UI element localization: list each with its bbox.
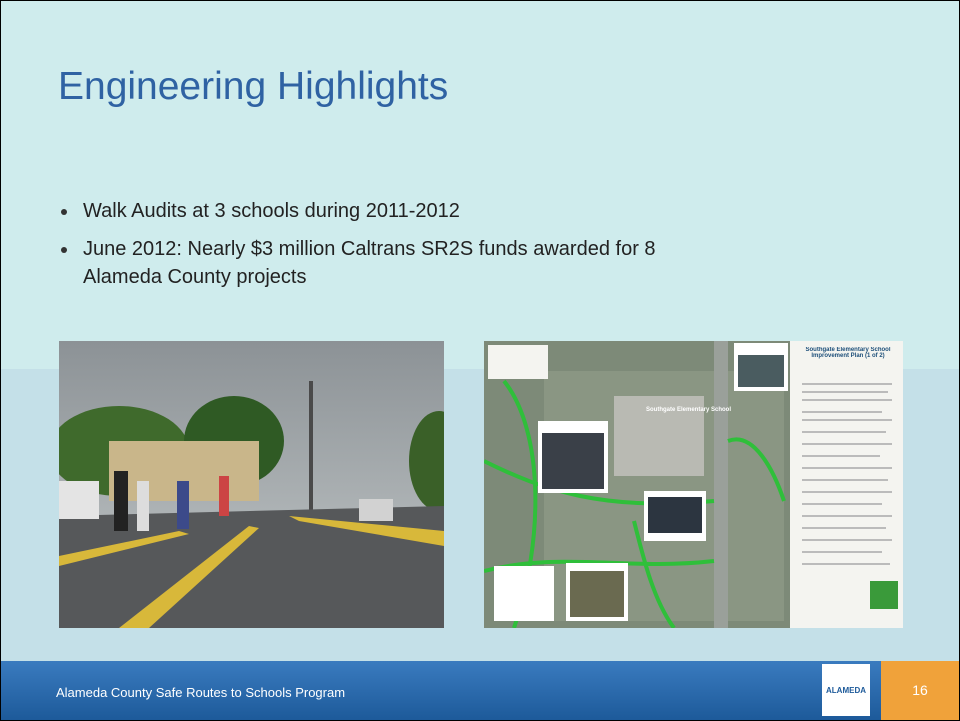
bullet-list: Walk Audits at 3 schools during 2011-201… (59, 197, 699, 301)
slide-title: Engineering Highlights (58, 65, 449, 108)
bullet: June 2012: Nearly $3 million Caltrans SR… (59, 235, 699, 291)
logo-text: ALAMEDA (826, 686, 866, 695)
improvement-map: Southgate Elementary School Southgate El… (484, 341, 903, 628)
bullet: Walk Audits at 3 schools during 2011-201… (59, 197, 699, 225)
map-heading: Southgate Elementary School Improvement … (805, 347, 891, 359)
logo: ALAMEDA (822, 664, 870, 716)
footer-program: Alameda County Safe Routes to Schools Pr… (56, 685, 346, 700)
page-number-box: 16 (881, 661, 959, 720)
street-photo (59, 341, 444, 628)
school-label: Southgate Elementary School (646, 407, 731, 413)
footer: Alameda County Safe Routes to Schools Pr… (1, 661, 959, 720)
page-number: 16 (912, 682, 928, 698)
